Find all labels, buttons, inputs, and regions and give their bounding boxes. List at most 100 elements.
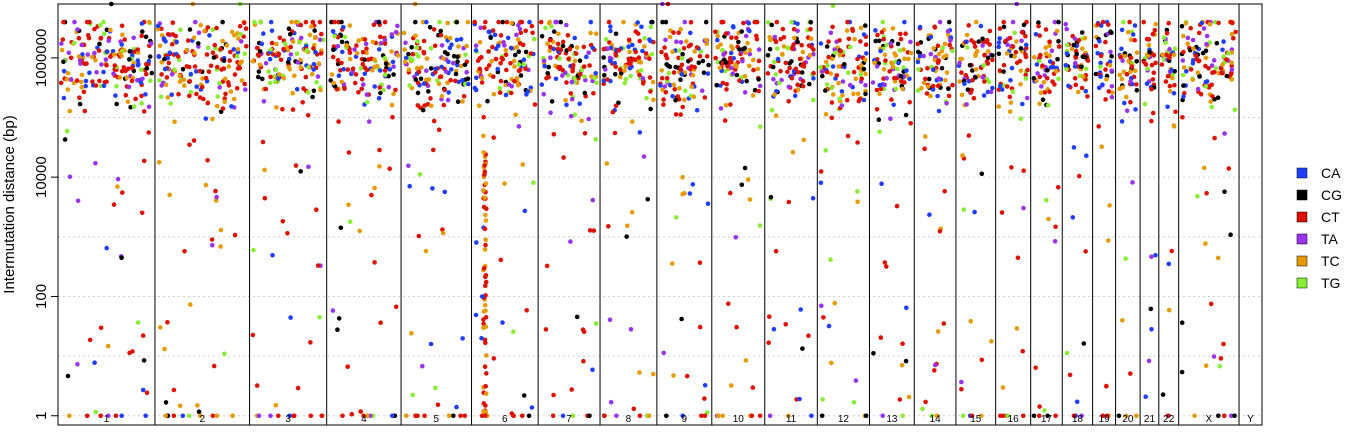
data-point-tg [825,63,830,68]
data-point-cg [1228,232,1233,237]
data-point-tg [582,74,587,79]
data-point-tc [509,20,514,26]
data-point-tc [1185,41,1190,46]
data-point-ct [498,257,504,263]
data-point-ct [111,202,117,207]
data-point-tc [1134,50,1140,55]
data-point-ta [590,197,596,203]
data-point-ca [1097,39,1102,44]
data-point-ct [170,32,176,37]
data-point-tg [1221,54,1226,59]
data-point-tc [622,68,627,74]
data-point-ct [330,54,336,60]
data-point-cg [512,52,518,58]
data-point-tg [960,413,966,419]
data-point-cg [824,44,830,49]
data-point-ta [548,110,553,115]
data-point-tg [172,67,177,72]
data-point-tg [176,57,182,63]
data-point-ct [121,65,127,70]
data-point-ca [119,413,124,419]
data-point-ta [85,52,91,57]
data-point-ct [364,67,370,73]
data-point-tg [242,51,247,57]
data-point-ct [415,103,421,108]
data-point-tc [481,325,486,331]
data-point-ct [278,57,284,63]
data-point-ct [754,33,759,39]
data-point-cg [678,77,683,82]
data-point-tc [742,74,748,79]
data-point-ca [879,181,884,186]
data-point-ct [637,413,643,419]
data-point-cg [558,19,563,25]
data-point-cg [863,23,868,28]
data-point-ct [504,67,509,73]
data-point-ct [591,228,597,233]
data-point-ct [678,66,683,72]
data-point-ta [501,40,506,45]
data-point-cg [737,47,742,52]
data-point-ct [185,38,191,43]
data-point-tg [410,392,416,398]
data-point-ct [84,19,90,25]
data-point-ct [786,99,791,104]
data-point-ct [1128,55,1134,60]
data-point-ct [959,70,964,75]
data-point-tg [1195,194,1200,199]
data-point-ct [664,55,670,61]
data-point-tc [222,99,227,105]
data-point-ct [448,77,454,83]
data-point-ct [442,87,448,93]
data-point-tg [415,39,420,44]
data-point-ct [84,413,90,419]
data-point-tc [1229,60,1234,65]
data-point-ca [1064,51,1070,56]
data-point-tg [1142,101,1148,107]
data-point-ct [1151,70,1157,76]
data-point-ca [268,19,274,25]
data-point-ta [424,68,429,73]
data-point-ta [1079,413,1084,419]
data-point-tg [673,215,679,220]
data-point-ta [880,413,885,419]
data-point-ct [453,78,458,84]
data-point-ca [1023,42,1029,48]
data-point-tg [915,88,921,93]
data-point-ta [541,58,547,64]
data-point-ct [314,207,319,212]
data-point-tc [939,49,945,54]
data-point-ct [560,39,566,45]
data-point-ca [430,186,435,191]
data-point-cg [939,65,945,71]
data-point-tc [1153,22,1158,27]
data-point-ta [75,362,80,367]
data-point-ca [136,61,141,67]
data-point-ct [498,78,504,84]
data-point-ct [262,195,268,201]
data-point-ct [942,189,947,194]
data-point-ct [433,70,438,75]
data-point-ct [255,52,261,57]
data-point-ct [1128,371,1133,376]
data-point-ct [483,403,488,408]
data-point-tg [1123,256,1128,261]
data-point-ca [640,48,645,54]
data-point-tc [858,25,864,31]
data-point-tc [593,31,599,36]
data-point-ta [678,40,684,45]
data-point-ct [689,64,694,69]
data-point-ca [229,104,234,109]
data-point-ct [496,19,501,25]
data-point-ca [964,39,969,45]
data-point-ca [658,83,663,88]
data-point-ta [742,90,748,95]
data-point-tg [1012,30,1017,35]
data-point-ct [1188,67,1194,72]
data-point-ta [1005,42,1010,48]
data-point-tc [1134,413,1139,419]
data-point-tc [514,44,519,50]
data-point-ct [1206,66,1211,71]
data-point-cg [1214,40,1220,46]
data-point-ct [697,260,703,266]
